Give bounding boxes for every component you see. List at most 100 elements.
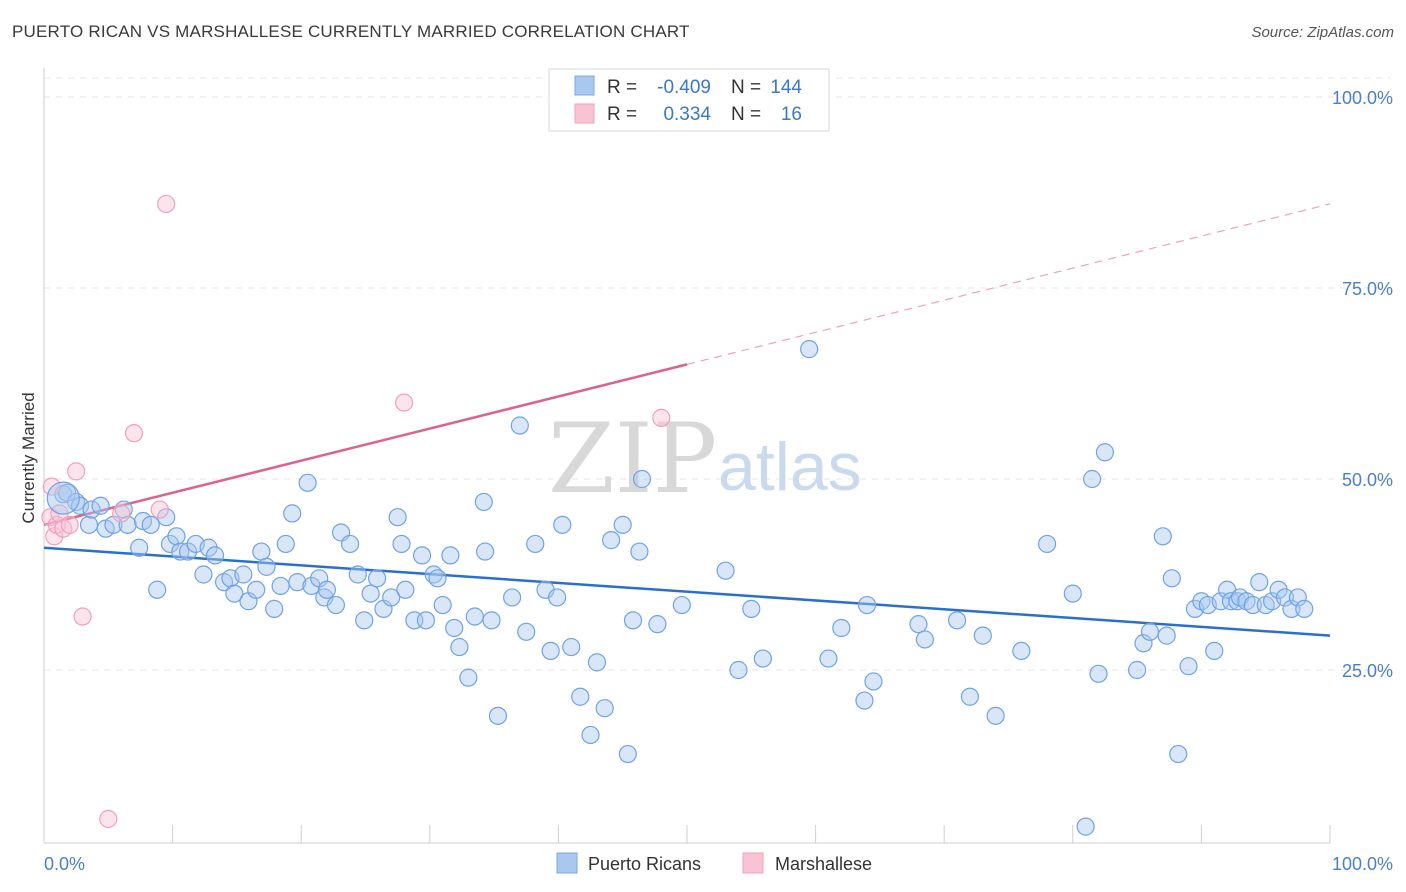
point-puerto-ricans xyxy=(475,542,495,561)
point-puerto-ricans xyxy=(1221,592,1241,611)
point-puerto-ricans xyxy=(257,557,276,576)
point-puerto-ricans xyxy=(618,744,637,764)
legend-n-label-1: N = xyxy=(731,77,761,98)
point-puerto-ricans xyxy=(753,649,772,668)
point-puerto-ricans xyxy=(819,649,838,668)
point-marshallese xyxy=(150,500,169,519)
point-puerto-ricans xyxy=(91,496,110,515)
point-puerto-ricans xyxy=(855,691,874,710)
point-puerto-ricans xyxy=(595,699,614,718)
point-puerto-ricans xyxy=(1275,588,1295,607)
point-puerto-ricans xyxy=(1162,569,1181,588)
point-puerto-ricans xyxy=(716,561,735,580)
point-puerto-ricans xyxy=(915,630,935,649)
point-marshallese xyxy=(652,408,671,427)
point-puerto-ricans xyxy=(396,580,415,599)
legend-r-value-1: -0.409 xyxy=(657,77,711,98)
point-puerto-ricans xyxy=(1140,622,1160,641)
point-puerto-ricans xyxy=(428,569,447,588)
point-puerto-ricans xyxy=(1082,469,1102,489)
point-puerto-ricans xyxy=(465,607,484,626)
point-puerto-ricans xyxy=(672,595,691,615)
point-puerto-ricans xyxy=(340,534,360,554)
point-puerto-ricans xyxy=(433,595,452,615)
point-puerto-ricans xyxy=(1250,573,1269,592)
point-puerto-ricans xyxy=(445,618,464,638)
point-puerto-ricans xyxy=(1282,599,1301,618)
point-puerto-ricans xyxy=(388,508,407,527)
point-puerto-ricans xyxy=(630,542,649,561)
x-tick-label-end: 100.0% xyxy=(1332,854,1393,874)
point-puerto-ricans xyxy=(832,618,851,638)
point-puerto-ricans xyxy=(298,473,317,492)
point-puerto-ricans xyxy=(909,615,928,634)
point-puerto-ricans xyxy=(562,637,581,657)
point-puerto-ricans xyxy=(503,588,522,607)
point-puerto-ricans xyxy=(1288,588,1307,607)
bottom-legend-puerto-ricans: Puerto Ricans xyxy=(588,854,701,874)
point-puerto-ricans xyxy=(1153,527,1172,546)
point-puerto-ricans xyxy=(167,527,186,546)
bottom-legend-swatch-puerto-ricans xyxy=(556,852,578,874)
point-puerto-ricans xyxy=(199,538,218,557)
point-puerto-ricans xyxy=(947,611,967,630)
point-puerto-ricans xyxy=(857,595,877,615)
point-puerto-ricans xyxy=(361,584,380,603)
point-marshallese xyxy=(41,508,60,527)
point-puerto-ricans xyxy=(130,538,149,557)
point-puerto-ricans xyxy=(283,504,302,523)
point-puerto-ricans xyxy=(800,340,819,359)
point-puerto-ricans xyxy=(234,565,253,584)
point-puerto-ricans xyxy=(412,546,432,565)
legend-r-label-2: R = xyxy=(607,104,637,125)
point-puerto-ricans xyxy=(441,546,460,565)
data-points xyxy=(41,194,1314,836)
point-puerto-ricans xyxy=(326,595,346,615)
point-puerto-ricans xyxy=(1012,641,1031,661)
y-tick-label: 25.0% xyxy=(1342,661,1393,681)
point-puerto-ricans xyxy=(960,687,980,706)
point-puerto-ricans xyxy=(157,508,176,527)
point-puerto-ricans xyxy=(382,588,401,607)
point-puerto-ricans xyxy=(160,534,180,554)
point-puerto-ricans xyxy=(302,576,321,596)
point-puerto-ricans xyxy=(225,584,244,603)
point-puerto-ricans xyxy=(205,546,225,565)
point-puerto-ricans xyxy=(1076,817,1095,836)
y-tick-label: 50.0% xyxy=(1342,470,1393,490)
point-puerto-ricans xyxy=(171,542,190,561)
point-puerto-ricans xyxy=(474,492,493,512)
point-marshallese xyxy=(157,194,176,214)
point-marshallese xyxy=(60,515,79,534)
point-puerto-ricans xyxy=(1179,657,1198,676)
point-puerto-ricans xyxy=(1063,584,1082,603)
point-puerto-ricans xyxy=(348,565,367,584)
point-puerto-ricans xyxy=(587,653,607,672)
point-puerto-ricans xyxy=(541,641,560,661)
point-puerto-ricans xyxy=(510,416,529,435)
y-tick-label: 75.0% xyxy=(1342,279,1393,299)
point-puerto-ricans xyxy=(581,725,600,745)
point-marshallese xyxy=(73,607,92,626)
point-puerto-ricans xyxy=(288,573,307,592)
legend-n-value-1: 144 xyxy=(770,77,802,98)
trend-line-puerto-ricans xyxy=(43,546,1331,637)
point-puerto-ricans xyxy=(517,622,536,641)
point-puerto-ricans xyxy=(602,531,621,550)
point-puerto-ricans xyxy=(392,534,411,554)
point-puerto-ricans xyxy=(82,500,101,519)
point-puerto-ricans xyxy=(194,565,213,584)
point-puerto-ricans xyxy=(1157,626,1176,645)
point-puerto-ricans xyxy=(450,637,469,657)
legend-n-value-2: 16 xyxy=(781,104,802,125)
point-marshallese xyxy=(124,424,144,443)
point-puerto-ricans xyxy=(1205,641,1224,661)
point-puerto-ricans xyxy=(526,534,545,554)
legend-r-label-1: R = xyxy=(607,77,637,98)
point-puerto-ricans xyxy=(1269,580,1288,599)
trend-line-marshallese-extension xyxy=(686,203,1331,365)
point-marshallese xyxy=(99,809,118,829)
point-puerto-ricans xyxy=(1134,634,1153,653)
watermark-atlas: atlas xyxy=(718,429,862,505)
